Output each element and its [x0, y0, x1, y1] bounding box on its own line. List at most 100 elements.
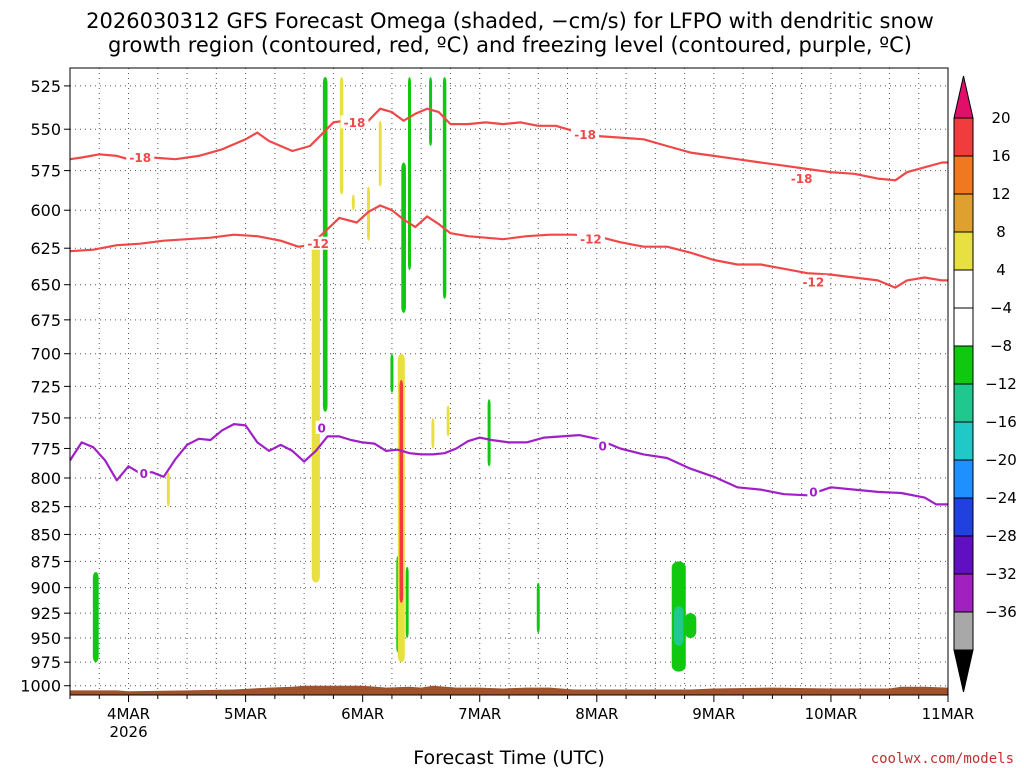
- y-tick-label: 625: [30, 239, 61, 258]
- omega-shading-region: [367, 186, 371, 241]
- contour-label-bg: [787, 171, 816, 185]
- colorbar-bottom-triangle: [953, 649, 974, 693]
- contour-label-bg: [596, 439, 609, 453]
- contour-label: -18: [791, 172, 813, 186]
- colorbar-bin: [953, 231, 974, 271]
- omega-shading-region: [536, 582, 540, 634]
- omega-shading-region: [487, 399, 491, 467]
- omega-shading-region: [390, 353, 394, 393]
- omega-shading-region: [166, 472, 170, 507]
- terrain-layer: [70, 685, 948, 695]
- contour-label-bg: [340, 115, 369, 129]
- contour-label: 0: [140, 467, 148, 481]
- y-tick-label: 1000: [20, 677, 61, 696]
- omega-shading-region: [339, 76, 344, 195]
- colorbar-label: 8: [996, 223, 1006, 241]
- omega-shading-region: [429, 76, 433, 146]
- x-tick-label: 11MAR: [922, 705, 975, 723]
- contour-layer: -18 -18 -18 -18 -12 -12 -12 0 0 0 0: [69, 107, 948, 506]
- y-tick-label: 650: [30, 276, 61, 295]
- colorbar: 20 16 12 8 4 −4 −8 −12 −16 −20 −24 −28 −32 −36: [953, 75, 1017, 693]
- colorbar-label: 16: [991, 147, 1010, 165]
- contour-label-bg: [304, 236, 333, 250]
- colorbar-label: −24: [985, 489, 1017, 507]
- y-tick-label: 925: [30, 604, 61, 623]
- contour-label-bg: [576, 232, 605, 246]
- x-tick-label: 9MAR: [692, 705, 735, 723]
- colorbar-label: −28: [985, 527, 1017, 545]
- contour-label: -12: [803, 275, 825, 289]
- x-tick-label: 7MAR: [458, 705, 501, 723]
- omega-shading-region: [674, 606, 684, 646]
- y-tick-label: 725: [30, 377, 61, 396]
- colorbar-label: 4: [996, 261, 1006, 279]
- colorbar-label: −16: [985, 413, 1017, 431]
- contour-label-bg: [807, 484, 820, 498]
- omega-shading-region: [431, 417, 435, 449]
- colorbar-bin: [953, 535, 974, 575]
- contour-label: 0: [598, 440, 606, 454]
- credit-text: coolwx.com/models: [871, 751, 1014, 767]
- contour-label-bg: [315, 420, 328, 434]
- colorbar-top-triangle: [953, 75, 974, 119]
- x-tick-label: 8MAR: [575, 705, 618, 723]
- colorbar-bin: [953, 269, 974, 309]
- y-tick-label: 875: [30, 552, 61, 571]
- y-tick-label: 775: [30, 439, 61, 458]
- omega-shading-region: [378, 120, 382, 187]
- colorbar-label: 12: [991, 185, 1010, 203]
- contour-label: -18: [129, 151, 151, 165]
- contour-label-bg: [571, 127, 600, 141]
- colorbar-bin: [953, 611, 974, 651]
- colorbar-bin: [953, 345, 974, 385]
- contour-label: -18: [574, 128, 596, 142]
- contour-label-bg: [799, 274, 828, 288]
- y-tick-label: 575: [30, 162, 61, 181]
- omega-shading-region: [446, 405, 450, 437]
- omega-shading-region: [407, 76, 411, 271]
- y-tick-label: 675: [30, 311, 61, 330]
- omega-shading-region: [311, 240, 320, 583]
- x-tick-label: 10MAR: [805, 705, 858, 723]
- colorbar-label: 20: [991, 109, 1010, 127]
- y-tick-label: 950: [30, 629, 61, 648]
- contour-label: 0: [809, 485, 817, 499]
- omega-shading-region: [442, 76, 447, 299]
- omega-shading-layer: [92, 76, 697, 672]
- contour-label-bg: [126, 150, 155, 164]
- colorbar-bin: [953, 421, 974, 461]
- plot-area: [70, 68, 948, 695]
- contour-label: -18: [344, 116, 366, 130]
- omega-shading-region: [92, 572, 99, 663]
- colorbar-label: −8: [990, 337, 1012, 355]
- colorbar-bin: [953, 117, 974, 157]
- omega-shading-region: [399, 379, 404, 604]
- y-tick-label: 700: [30, 345, 61, 364]
- colorbar-bin: [953, 155, 974, 195]
- chart-title-line2: growth region (contoured, red, ºC) and f…: [108, 33, 912, 57]
- contour-line-freezing0: [69, 423, 948, 506]
- y-tick-label: 850: [30, 525, 61, 544]
- colorbar-label: −32: [985, 565, 1017, 583]
- colorbar-label: −12: [985, 375, 1017, 393]
- colorbar-bin: [953, 307, 974, 347]
- x-tick-label: 4MAR: [107, 705, 150, 723]
- colorbar-bin: [953, 459, 974, 499]
- colorbar-label: −36: [985, 603, 1017, 621]
- y-tick-label: 900: [30, 579, 61, 598]
- omega-shading-region: [684, 613, 697, 638]
- y-tick-label: 975: [30, 653, 61, 672]
- colorbar-bin: [953, 497, 974, 537]
- y-axis: 525 550 575 600 625 650 675 700 725 750 775 800 825 8…: [20, 77, 70, 696]
- contour-label: -12: [307, 237, 329, 251]
- contour-label: -12: [580, 233, 602, 247]
- y-tick-label: 525: [30, 77, 61, 96]
- y-tick-label: 750: [30, 409, 61, 428]
- y-tick-label: 825: [30, 498, 61, 517]
- x-axis-label: Forecast Time (UTC): [413, 747, 604, 768]
- plot-background: [70, 68, 948, 695]
- colorbar-bin: [953, 193, 974, 233]
- contour-line-minus12: [69, 204, 948, 289]
- x-tick-sublabel: 2026: [109, 723, 147, 741]
